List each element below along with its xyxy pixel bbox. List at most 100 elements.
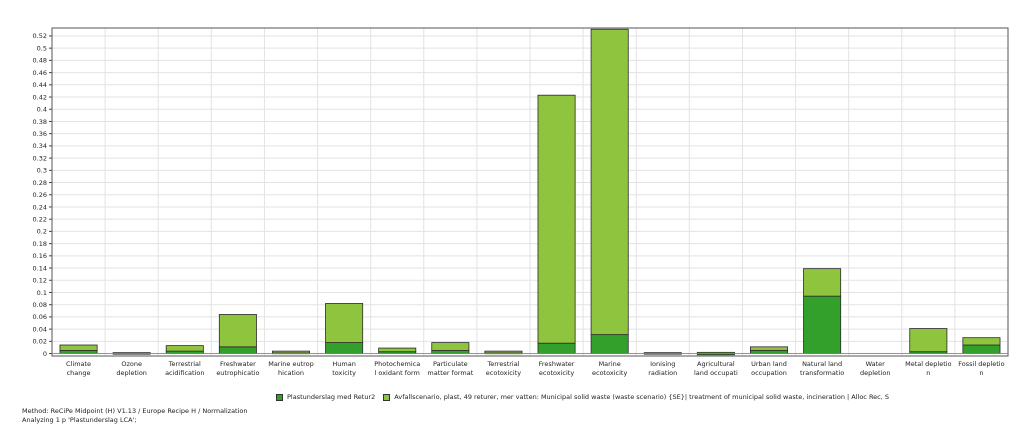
x-category-label: Natural land	[802, 360, 842, 368]
y-tick-label: 0.5	[37, 44, 47, 52]
method-text: Method: ReCiPe Midpoint (H) V1.13 / Euro…	[22, 407, 248, 415]
y-tick-label: 0.38	[33, 118, 47, 126]
x-category-label: Climate	[66, 360, 91, 368]
bar-series-1	[218, 346, 257, 354]
x-category-label: Marine eutrop	[268, 360, 314, 368]
legend-item-series-2: Avfallscenario, plast, 49 returer, mer v…	[383, 393, 889, 401]
bar-series-2	[165, 345, 204, 352]
y-tick-label: 0.22	[33, 215, 47, 223]
bar-series-1	[750, 350, 788, 354]
bar-series-2	[750, 346, 788, 351]
y-tick-label: 0.32	[33, 154, 47, 162]
x-category-label: change	[67, 369, 91, 377]
x-category-label: eutrophicatio	[216, 369, 259, 377]
x-category-label: ecotoxicity	[486, 369, 521, 377]
x-category-label: ecotoxicity	[592, 369, 627, 377]
x-category-label: Freshwater	[539, 360, 575, 368]
axes	[49, 27, 1009, 357]
bar-series-2	[590, 28, 629, 336]
x-category-label: Ionising	[650, 360, 675, 368]
y-tick-label: 0.46	[33, 69, 47, 77]
y-tick-label: 0.08	[33, 301, 47, 309]
x-category-label: Terrestrial	[168, 360, 201, 368]
grid-lines	[51, 28, 1009, 356]
x-category-label: land occupati	[694, 369, 738, 377]
y-tick-label: 0.14	[33, 264, 47, 272]
y-tick-label: 0.42	[33, 93, 47, 101]
legend-swatch-series-2	[383, 393, 391, 401]
x-category-label: matter format	[427, 369, 473, 377]
x-category-label: Ozone	[121, 360, 142, 368]
y-tick-label: 0.26	[33, 191, 47, 199]
bar-series-2	[962, 337, 1001, 346]
x-category-label: occupation	[751, 369, 787, 377]
y-tick-label: 0.04	[33, 325, 47, 333]
x-category-label: depletion	[860, 369, 891, 377]
x-category-label: Human	[332, 360, 355, 368]
analyzing-text: Analyzing 1 p 'Plastunderslag LCA';	[22, 416, 137, 424]
bar-series-1	[803, 295, 842, 354]
y-tick-labels: 0 0.02 0.04 0.06 0.08 0.1 0.12 0.14 0.16 0.18 0.2 0…	[33, 32, 47, 358]
x-category-label: acidification	[165, 369, 204, 377]
x-category-label: hication	[278, 369, 304, 377]
y-tick-label: 0.52	[33, 32, 47, 40]
bar-series-1	[431, 350, 470, 354]
bar-series-1	[325, 342, 364, 354]
bar-series-2	[218, 314, 257, 348]
x-category-label: radiation	[648, 369, 677, 377]
plot-frame	[51, 27, 1009, 357]
legend-swatch-series-1	[276, 393, 283, 401]
x-category-label: n	[926, 369, 930, 377]
y-tick-label: 0.1	[37, 289, 47, 297]
bar-series-1	[537, 342, 576, 354]
legend: Plastunderslag med Retur2 Avfallscenario…	[276, 393, 897, 401]
bar-series-1	[590, 334, 629, 354]
y-tick-label: 0.12	[33, 277, 47, 285]
y-tick-label: 0.06	[33, 313, 47, 321]
x-category-label: Terrestrial	[486, 360, 519, 368]
bar-series-2	[378, 347, 417, 353]
x-category-label: Freshwater	[220, 360, 256, 368]
x-category-label: ecotoxicity	[539, 369, 574, 377]
y-tick-label: 0.44	[33, 81, 47, 89]
bar-series-2	[59, 344, 98, 351]
y-tick-label: 0.16	[33, 252, 47, 260]
x-category-label: l oxidant form	[375, 369, 420, 377]
legend-item-series-1: Plastunderslag med Retur2	[276, 393, 375, 401]
y-tick-label: 0.02	[33, 338, 47, 346]
y-tick-label: 0.34	[33, 142, 47, 150]
x-category-label: n	[979, 369, 983, 377]
y-tick-label: 0.2	[37, 228, 47, 236]
x-category-label: Metal depletio	[905, 360, 951, 368]
x-category-label: Water	[866, 360, 886, 368]
x-category-label: Particulate	[433, 360, 468, 368]
x-category-label: Marine	[599, 360, 621, 368]
y-tick-label: 0	[43, 350, 47, 358]
x-category-label: depletion	[116, 369, 147, 377]
category-labels: ClimatechangeOzonedepletionTerrestrialac…	[66, 360, 1005, 377]
bar-series-1	[962, 344, 1001, 354]
x-category-label: transformatio	[800, 369, 844, 377]
y-tick-label: 0.18	[33, 240, 47, 248]
y-tick-label: 0.4	[37, 106, 47, 114]
bar-series-2	[272, 350, 310, 354]
legend-label-series-2: Avfallscenario, plast, 49 returer, mer v…	[394, 393, 890, 401]
bar-series-2	[803, 268, 842, 297]
y-tick-label: 0.28	[33, 179, 47, 187]
y-tick-label: 0.3	[37, 167, 47, 175]
x-category-label: Fossil depletio	[958, 360, 1004, 368]
bar-series-1	[59, 350, 98, 354]
y-tick-label: 0.24	[33, 203, 47, 211]
bar-series-2	[325, 303, 364, 343]
bar-series-2	[484, 350, 523, 354]
bar-series-2	[537, 94, 576, 344]
x-category-label: Agricultural	[697, 360, 735, 368]
x-category-label: Photochemica	[374, 360, 420, 368]
legend-label-series-1: Plastunderslag med Retur2	[287, 393, 376, 401]
bar-series-2	[909, 328, 948, 353]
bar-series-2	[431, 342, 470, 351]
x-category-label: Urban land	[751, 360, 787, 368]
y-tick-label: 0.48	[33, 57, 47, 65]
x-category-label: toxicity	[332, 369, 356, 377]
